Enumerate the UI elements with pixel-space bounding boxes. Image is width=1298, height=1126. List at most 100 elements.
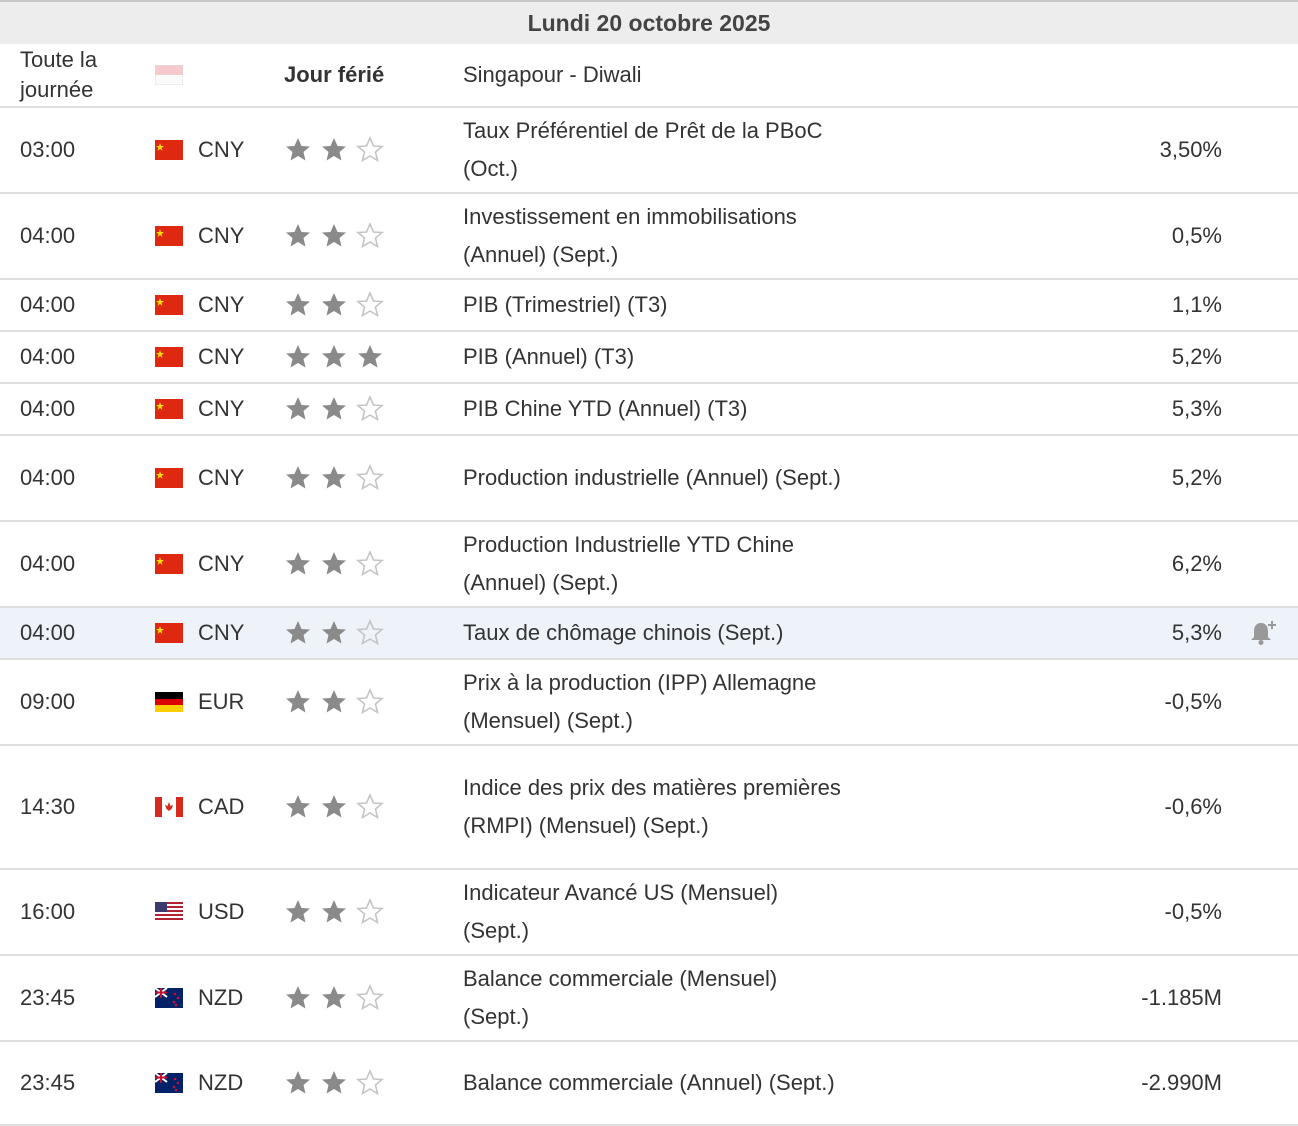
star-icon (356, 550, 384, 578)
holiday-label: Jour férié (284, 62, 385, 87)
star-icon (320, 222, 348, 250)
star-icon (356, 619, 384, 647)
event-row[interactable]: 09:00 EUR Prix à la production (IPP) All… (0, 660, 1298, 746)
importance-stars (284, 522, 444, 606)
event-title[interactable]: Indicateur Avancé US (Mensuel) (Sept.) (463, 880, 779, 943)
event-row[interactable]: 14:30 CAD Indice des prix des matières p… (0, 746, 1298, 870)
flag-cn-icon (155, 194, 185, 278)
event-row[interactable]: 04:00 CNY PIB (Trimestriel) (T3) 1,1% (0, 280, 1298, 332)
event-currency: CNY (198, 137, 245, 162)
event-time: 04:00 (20, 223, 76, 248)
event-currency: NZD (198, 985, 244, 1010)
event-time: 03:00 (20, 137, 76, 162)
flag-cn-icon (155, 108, 185, 192)
bell-plus-icon[interactable] (1246, 608, 1280, 658)
star-icon (284, 550, 312, 578)
event-row[interactable]: 16:00 USD Indicateur Avancé US (Mensuel)… (0, 870, 1298, 956)
star-icon (356, 395, 384, 423)
flag-de-icon (155, 660, 185, 744)
event-title[interactable]: Investissement en immobilisations (Annue… (463, 204, 797, 267)
star-icon (284, 984, 312, 1012)
event-actual: -0,5% (1164, 899, 1222, 924)
event-row[interactable]: 04:00 CNY PIB (Annuel) (T3) 5,2% (0, 332, 1298, 384)
holiday-event[interactable]: Singapour - Diwali (463, 62, 642, 87)
event-title[interactable]: PIB (Annuel) (T3) (463, 344, 635, 369)
star-icon (320, 550, 348, 578)
event-row[interactable]: 23:45 NZD Balance commerciale (Annuel) (… (0, 1042, 1298, 1126)
event-row[interactable]: 23:45 NZD Balance commerciale (Mensuel) … (0, 956, 1298, 1042)
flag-us-icon (155, 870, 185, 954)
event-row[interactable]: 04:00 CNY Taux de chômage chinois (Sept.… (0, 608, 1298, 660)
flag-nz-icon (155, 1042, 185, 1124)
event-title[interactable]: PIB Chine YTD (Annuel) (T3) (463, 396, 748, 421)
event-row[interactable]: 04:00 CNY Production industrielle (Annue… (0, 436, 1298, 522)
event-time: 09:00 (20, 689, 76, 714)
event-actual: -2.990M (1141, 1070, 1222, 1095)
star-icon (356, 136, 384, 164)
importance-stars (284, 194, 444, 278)
event-actual: 1,1% (1171, 292, 1222, 317)
star-icon (320, 1069, 348, 1097)
importance-stars (284, 746, 444, 868)
event-title[interactable]: Prix à la production (IPP) Allemagne (Me… (463, 670, 817, 733)
importance-stars (284, 870, 444, 954)
event-time: 04:00 (20, 344, 76, 369)
flag-cn-icon (155, 384, 185, 434)
event-actual: -0,5% (1164, 689, 1222, 714)
star-icon (356, 898, 384, 926)
event-time: 23:45 (20, 985, 76, 1010)
event-currency: CAD (198, 794, 245, 819)
star-icon (320, 619, 348, 647)
holiday-row[interactable]: Toute la journée Jour férié Singapour - … (0, 44, 1298, 108)
event-title[interactable]: Taux Préférentiel de Prêt de la PBoC (Oc… (463, 118, 823, 181)
event-currency: CNY (198, 396, 245, 421)
event-actual: 5,2% (1171, 465, 1222, 490)
event-currency: USD (198, 899, 245, 924)
event-actual: 0,5% (1171, 223, 1222, 248)
flag-cn-icon (155, 332, 185, 382)
event-actual: 5,2% (1171, 344, 1222, 369)
star-icon (284, 395, 312, 423)
event-actual: 5,3% (1171, 396, 1222, 421)
star-icon (320, 343, 348, 371)
star-icon (320, 793, 348, 821)
event-row[interactable]: 03:00 CNY Taux Préférentiel de Prêt de l… (0, 108, 1298, 194)
star-icon (284, 343, 312, 371)
event-time: 04:00 (20, 620, 76, 645)
event-time: 16:00 (20, 899, 76, 924)
event-title[interactable]: Taux de chômage chinois (Sept.) (463, 620, 784, 645)
star-icon (284, 291, 312, 319)
star-icon (356, 343, 384, 371)
star-icon (320, 136, 348, 164)
importance-stars (284, 332, 444, 382)
star-icon (320, 395, 348, 423)
flag-ca-icon (155, 746, 185, 868)
event-actual: 6,2% (1171, 551, 1222, 576)
star-icon (356, 1069, 384, 1097)
importance-stars (284, 608, 444, 658)
star-icon (320, 464, 348, 492)
importance-stars (284, 1042, 444, 1124)
event-row[interactable]: 04:00 CNY PIB Chine YTD (Annuel) (T3) 5,… (0, 384, 1298, 436)
importance-stars (284, 660, 444, 744)
event-title[interactable]: Balance commerciale (Annuel) (Sept.) (463, 1070, 835, 1095)
event-row[interactable]: 04:00 CNY Investissement en immobilisati… (0, 194, 1298, 280)
event-title[interactable]: Production industrielle (Annuel) (Sept.) (463, 465, 841, 490)
importance-stars (284, 108, 444, 192)
event-title[interactable]: PIB (Trimestriel) (T3) (463, 292, 668, 317)
event-actual: -0,6% (1164, 794, 1222, 819)
flag-cn-icon (155, 608, 185, 658)
holiday-time: Toute la journée (20, 47, 98, 102)
event-time: 04:00 (20, 465, 76, 490)
flag-nz-icon (155, 956, 185, 1040)
date-header: Lundi 20 octobre 2025 (0, 0, 1298, 44)
event-row[interactable]: 04:00 CNY Production Industrielle YTD Ch… (0, 522, 1298, 608)
event-actual: 3,50% (1159, 137, 1222, 162)
event-currency: NZD (198, 1070, 244, 1095)
event-title[interactable]: Production Industrielle YTD Chine (Annue… (463, 532, 794, 595)
event-actual: 5,3% (1171, 620, 1222, 645)
importance-stars (284, 280, 444, 330)
event-title[interactable]: Indice des prix des matières premières (… (463, 775, 841, 838)
event-title[interactable]: Balance commerciale (Mensuel) (Sept.) (463, 966, 778, 1029)
